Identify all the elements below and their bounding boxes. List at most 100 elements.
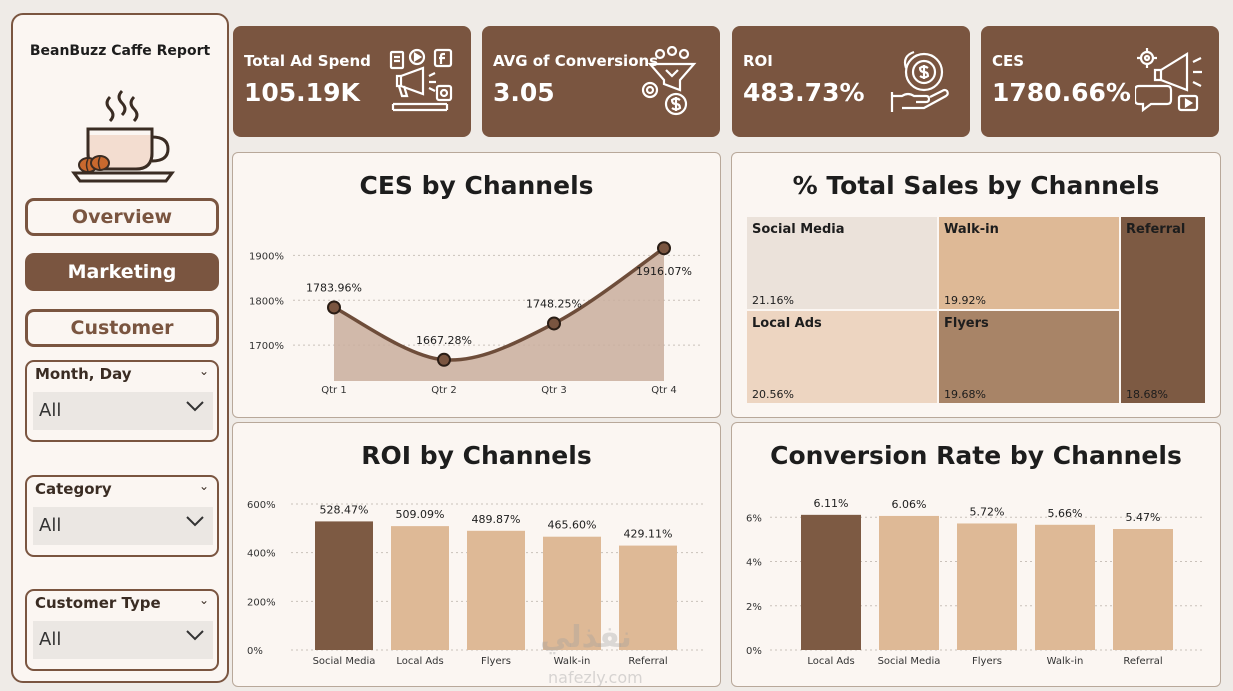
y-tick-label: 0%	[247, 646, 263, 657]
x-tick-label: Social Media	[878, 656, 941, 667]
customer-type-slicer: Customer Type ⌄ All	[25, 589, 219, 671]
bar	[467, 530, 525, 650]
y-tick-label: 0%	[746, 646, 762, 657]
treemap-value: 20.56%	[752, 388, 794, 401]
chart-title: ROI by Channels	[361, 441, 592, 470]
y-tick-label: 400%	[247, 549, 276, 560]
treemap-cell-walk-in[interactable]: Walk-in 19.92%	[938, 216, 1120, 310]
y-tick-label: 600%	[247, 500, 276, 511]
x-tick-label: Social Media	[313, 656, 376, 667]
conversion-rate-by-channels-panel: Conversion Rate by Channels 0% 2% 4% 6% 6.11…	[731, 422, 1221, 687]
ces-area-chart: 1700% 1800% 1900% 1783.96% Qtr 1 1667.28% Qtr …	[249, 241, 703, 396]
treemap-label: Local Ads	[752, 316, 822, 331]
overview-button[interactable]: Overview	[25, 198, 219, 236]
data-label: 1916.07%	[636, 265, 692, 278]
data-label: 429.11%	[624, 528, 673, 541]
chevron-down-icon[interactable]	[185, 625, 205, 645]
month-day-dropdown[interactable]: All	[33, 392, 213, 430]
kpi-card-avg-conversions: AVG of Conversions 3.05	[482, 26, 720, 137]
category-slicer: Category ⌄ All	[25, 475, 219, 557]
y-tick-label: 1800%	[249, 296, 284, 307]
bar	[1035, 524, 1095, 650]
kpi-value: 483.73%	[743, 78, 865, 107]
data-label: 465.60%	[548, 519, 597, 532]
watermark-url: nafezly.com	[548, 668, 643, 687]
data-label: 5.72%	[970, 505, 1005, 518]
data-label: 1783.96%	[306, 281, 362, 294]
bar	[957, 523, 1017, 650]
data-label: 6.11%	[814, 497, 849, 510]
ces-by-channels-panel: CES by Channels 1700% 1800% 1900% 1783.96% Q…	[232, 152, 721, 418]
y-tick-label: 200%	[247, 597, 276, 608]
kpi-value: 105.19K	[244, 78, 360, 107]
slicer-value: All	[39, 629, 62, 650]
treemap-label: Walk-in	[944, 222, 999, 237]
bar	[801, 514, 861, 650]
total-sales-by-channels-panel: % Total Sales by Channels Social Media 2…	[731, 152, 1221, 418]
bar	[315, 521, 373, 650]
data-label: 489.87%	[472, 513, 521, 526]
marketing-button[interactable]: Marketing	[25, 253, 219, 291]
data-label: 528.47%	[320, 503, 369, 516]
watermark-arabic: نفذلي	[540, 620, 632, 655]
kpi-value: 1780.66%	[992, 78, 1131, 107]
kpi-value: 3.05	[493, 78, 555, 107]
x-tick-label: Walk-in	[554, 656, 591, 667]
coffee-cup-logo-icon	[71, 89, 175, 183]
y-tick-label: 6%	[746, 513, 762, 524]
report-title: BeanBuzz Caffe Report	[29, 43, 211, 59]
y-tick-label: 2%	[746, 602, 762, 613]
advertising-icon	[389, 48, 453, 112]
y-tick-label: 4%	[746, 558, 762, 569]
chevron-down-icon[interactable]	[185, 511, 205, 531]
ces-data-point	[327, 300, 341, 315]
funnel-conversion-icon	[641, 46, 697, 116]
bar	[543, 536, 601, 650]
ces-data-point	[437, 352, 451, 367]
category-dropdown[interactable]: All	[33, 507, 213, 545]
ces-data-point	[657, 241, 671, 256]
data-label: 5.66%	[1048, 507, 1083, 520]
data-label: 5.47%	[1126, 511, 1161, 524]
sidebar: BeanBuzz Caffe Report Overview Marketing…	[11, 13, 229, 683]
bar	[879, 515, 939, 650]
month-day-slicer: Month, Day ⌄ All	[25, 360, 219, 442]
x-tick-label: Referral	[1123, 656, 1162, 667]
ces-series-line	[333, 246, 665, 362]
x-tick-label: Flyers	[481, 656, 511, 667]
x-tick-label: Referral	[628, 656, 667, 667]
treemap-cell-flyers[interactable]: Flyers 19.68%	[938, 310, 1120, 404]
chevron-down-icon[interactable]	[185, 396, 205, 416]
chevron-down-icon[interactable]: ⌄	[198, 479, 209, 493]
conversion-rate-bar-chart: 0% 2% 4% 6% 6.11% Local Ads 6.06% Social Media 5…	[746, 497, 1204, 667]
slicer-value: All	[39, 515, 62, 536]
chevron-down-icon[interactable]: ⌄	[198, 364, 209, 378]
chart-title: % Total Sales by Channels	[792, 171, 1160, 200]
slicer-title: Category	[35, 480, 112, 498]
x-tick-label: Local Ads	[396, 656, 443, 667]
data-label: 6.06%	[892, 498, 927, 511]
slicer-value: All	[39, 400, 62, 421]
x-tick-label: Flyers	[972, 656, 1002, 667]
slicer-title: Month, Day	[35, 365, 132, 383]
chart-title: Conversion Rate by Channels	[770, 441, 1182, 470]
customer-button[interactable]: Customer	[25, 309, 219, 347]
customer-type-dropdown[interactable]: All	[33, 621, 213, 659]
kpi-card-ces: CES 1780.66%	[981, 26, 1219, 137]
ces-area-fill	[334, 248, 664, 381]
sales-treemap: Social Media 21.16% Walk-in 19.92% Refer…	[746, 216, 1206, 404]
x-tick-label: Walk-in	[1047, 656, 1084, 667]
ces-data-point	[547, 316, 561, 331]
data-label: 1667.28%	[416, 334, 472, 347]
treemap-cell-social-media[interactable]: Social Media 21.16%	[746, 216, 938, 310]
treemap-value: 19.68%	[944, 388, 986, 401]
money-hand-icon	[890, 50, 949, 112]
treemap-cell-referral[interactable]: Referral 18.68%	[1120, 216, 1206, 404]
kpi-label: ROI	[743, 52, 773, 70]
kpi-label: AVG of Conversions	[493, 52, 659, 70]
chevron-down-icon[interactable]: ⌄	[198, 593, 209, 607]
kpi-label: Total Ad Spend	[244, 52, 371, 70]
treemap-label: Referral	[1126, 222, 1186, 237]
treemap-cell-local-ads[interactable]: Local Ads 20.56%	[746, 310, 938, 404]
